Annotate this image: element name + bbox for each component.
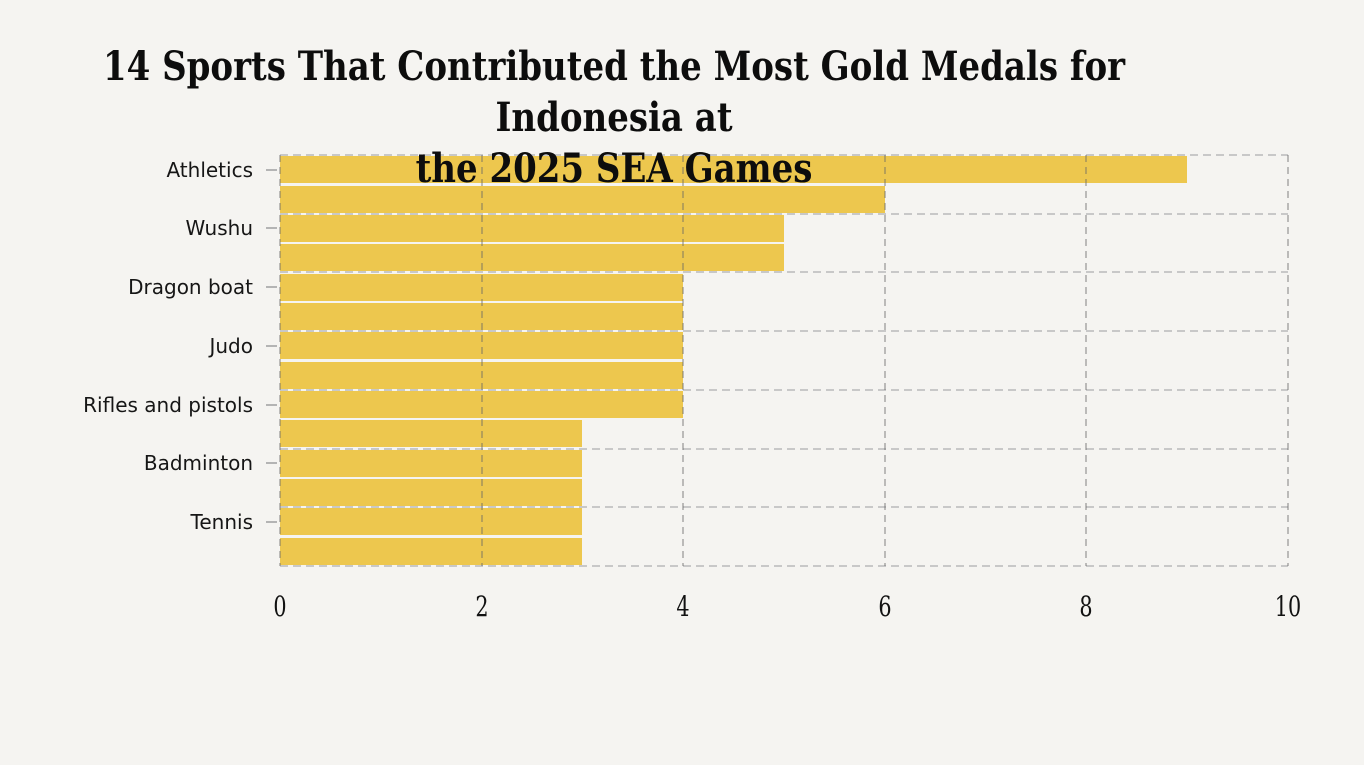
x-tick-label: 10 [1274, 590, 1302, 623]
bar-badminton [280, 449, 583, 477]
y-tick-label: Athletics [166, 157, 253, 182]
bar-unlabeled-12 [280, 479, 583, 507]
h-gridline [280, 506, 1288, 509]
chart-title: 14 Sports That Contributed the Most Gold… [0, 41, 1228, 194]
h-gridline [280, 330, 1288, 333]
x-tick-label: 4 [676, 590, 690, 623]
bar-wushu [280, 214, 784, 242]
y-tick-label: Judo [209, 333, 253, 358]
bar-dragon-boat [280, 273, 684, 301]
h-gridline [280, 565, 1288, 567]
h-gridline [280, 388, 1288, 391]
bar-unlabeled-14 [280, 537, 583, 565]
v-gridline-10 [1287, 155, 1289, 566]
h-gridline [280, 154, 1288, 156]
y-tick-mark [266, 462, 277, 465]
chart-title-line-1: 14 Sports That Contributed the Most Gold… [102, 43, 1126, 141]
bar-unlabeled-6 [280, 302, 684, 330]
bar-tennis [280, 508, 583, 536]
x-tick-label: 0 [273, 590, 287, 623]
h-gridline [280, 447, 1288, 450]
y-tick-mark [266, 227, 277, 230]
y-tick-mark [266, 403, 277, 406]
v-gridline-2 [480, 155, 483, 566]
v-gridline-8 [1085, 155, 1088, 566]
bar-rifles-and-pistols [280, 391, 684, 419]
y-tick-label: Badminton [143, 451, 253, 476]
x-tick-label: 8 [1079, 590, 1093, 623]
v-gridline-6 [883, 155, 886, 566]
v-gridline-4 [682, 155, 685, 566]
x-tick-label: 2 [474, 590, 489, 623]
y-tick-mark [266, 286, 277, 289]
h-gridline [280, 271, 1288, 274]
bar-athletics [280, 156, 1188, 184]
x-tick-label: 6 [878, 590, 892, 623]
v-gridline-0 [279, 155, 281, 566]
chart-title-line-2: the 2025 SEA Games [415, 145, 813, 192]
y-tick-mark [266, 344, 277, 347]
y-tick-label: Tennis [190, 509, 253, 534]
y-tick-mark [266, 520, 277, 523]
y-tick-label: Rifles and pistols [83, 392, 253, 417]
y-tick-label: Dragon boat [128, 275, 253, 300]
bar-unlabeled-2 [280, 185, 885, 213]
y-tick-mark [266, 168, 277, 171]
bar-unlabeled-4 [280, 244, 784, 272]
y-tick-label: Wushu [185, 216, 253, 241]
bar-judo [280, 332, 684, 360]
bar-unlabeled-8 [280, 361, 684, 389]
bar-unlabeled-10 [280, 420, 583, 448]
h-gridline [280, 212, 1288, 215]
